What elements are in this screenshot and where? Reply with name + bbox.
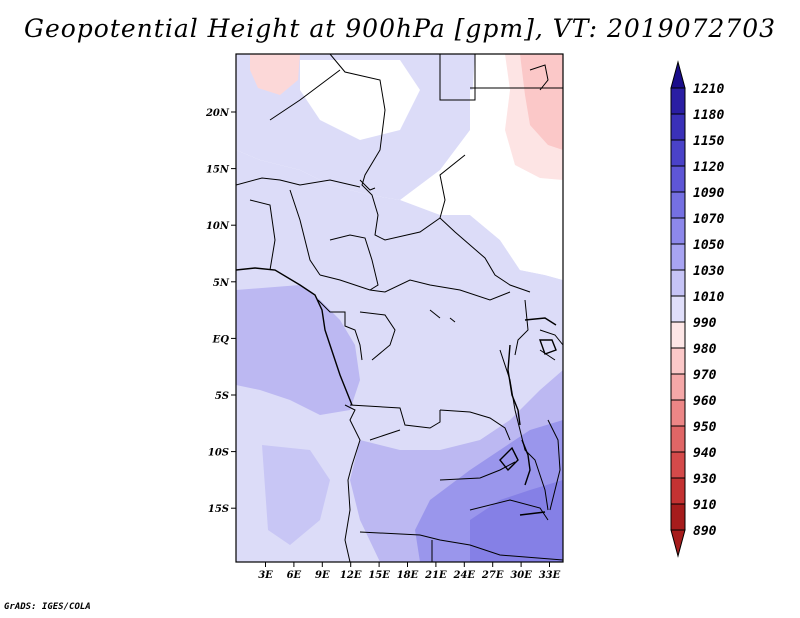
colorbar-swatch xyxy=(670,373,686,401)
lat-tick-label: EQ xyxy=(212,334,230,345)
colorbar-swatch xyxy=(670,217,686,245)
lon-tick-label: 21E xyxy=(424,570,447,581)
colorbar-swatch xyxy=(670,191,686,219)
colorbar-bottom-arrow xyxy=(670,529,686,558)
lat-tick-label: 5S xyxy=(215,391,229,402)
colorbar-label: 910 xyxy=(693,498,717,513)
lon-tick-label: 30E xyxy=(510,570,532,581)
colorbar-label: 1070 xyxy=(693,212,724,227)
colorbar-label: 1180 xyxy=(693,108,724,123)
colorbar-swatch xyxy=(670,243,686,271)
colorbar-label: 1010 xyxy=(693,290,724,305)
colorbar-label: 1090 xyxy=(693,186,724,201)
colorbar-swatch xyxy=(670,425,686,453)
field-980-990-nw xyxy=(250,54,300,95)
field-1030-1050-west xyxy=(236,285,360,415)
colorbar-swatch xyxy=(670,113,686,141)
colorbar-label: 970 xyxy=(693,368,717,383)
colorbar-label: 960 xyxy=(693,394,717,409)
lon-tick-label: 9E xyxy=(315,570,330,581)
country-borders xyxy=(236,54,563,562)
colorbar-swatch xyxy=(670,451,686,479)
colorbar-swatch xyxy=(670,321,686,349)
colorbar-swatch xyxy=(670,347,686,375)
colorbar-top-arrow xyxy=(670,60,686,89)
height-field xyxy=(236,54,563,562)
map-plot-area xyxy=(235,53,564,563)
lon-tick-label: 24E xyxy=(453,570,476,581)
coastlines xyxy=(236,267,557,516)
map-frame xyxy=(235,53,564,563)
colorbar-swatch xyxy=(670,295,686,323)
longitude-axis: 3E 6E 9E 12E 15E 18E 21E 24E 27E 30E 33E xyxy=(258,562,561,581)
lon-tick-label: 15E xyxy=(368,570,390,581)
lon-tick-label: 33E xyxy=(539,570,561,581)
lat-tick-label: 10N xyxy=(206,221,230,232)
lon-tick-label: 3E xyxy=(258,570,273,581)
colorbar-swatch xyxy=(670,503,686,531)
colorbar-swatch xyxy=(670,87,686,115)
map-title: Geopotential Height at 900hPa [gpm], VT:… xyxy=(23,14,777,43)
colorbar-label: 980 xyxy=(693,342,717,357)
lat-tick-label: 20N xyxy=(205,108,230,119)
lat-tick-label: 10S xyxy=(208,448,229,459)
field-970-980-ne xyxy=(520,54,563,150)
lat-tick-label: 15S xyxy=(208,504,229,515)
colorbar-label: 1210 xyxy=(693,82,724,97)
colorbar-label: 1030 xyxy=(693,264,724,279)
lat-tick-label: 5N xyxy=(213,278,230,289)
colorbar-label: 940 xyxy=(693,446,717,461)
colorbar-label: 1050 xyxy=(693,238,724,253)
colorbar-label: 990 xyxy=(693,316,717,331)
colorbar-swatch xyxy=(670,477,686,505)
colorbar-label: 930 xyxy=(693,472,717,487)
colorbar-label: 1150 xyxy=(693,134,724,149)
field-1030-1050-sw xyxy=(262,445,330,545)
lon-tick-label: 12E xyxy=(340,570,362,581)
grads-credit: GrADS: IGES/COLA xyxy=(4,602,91,612)
colorbar: 1210 1180 1150 1120 1090 1070 1050 1030 1010 990 9… xyxy=(670,60,724,558)
colorbar-swatch xyxy=(670,269,686,297)
colorbar-label: 950 xyxy=(693,420,717,435)
lat-tick-label: 15N xyxy=(206,165,230,176)
lon-tick-label: 27E xyxy=(481,570,504,581)
colorbar-label: 890 xyxy=(693,524,717,539)
colorbar-label: 1120 xyxy=(693,160,724,175)
latitude-axis: 20N 15N 10N 5N EQ 5S 10S 15S xyxy=(205,108,236,515)
colorbar-swatch xyxy=(670,139,686,167)
lon-tick-label: 6E xyxy=(287,570,302,581)
field-below-1010-nw xyxy=(300,60,420,140)
lon-tick-label: 18E xyxy=(397,570,419,581)
field-1070-1090-core xyxy=(470,480,563,562)
colorbar-swatch xyxy=(670,165,686,193)
colorbar-swatch xyxy=(670,399,686,427)
